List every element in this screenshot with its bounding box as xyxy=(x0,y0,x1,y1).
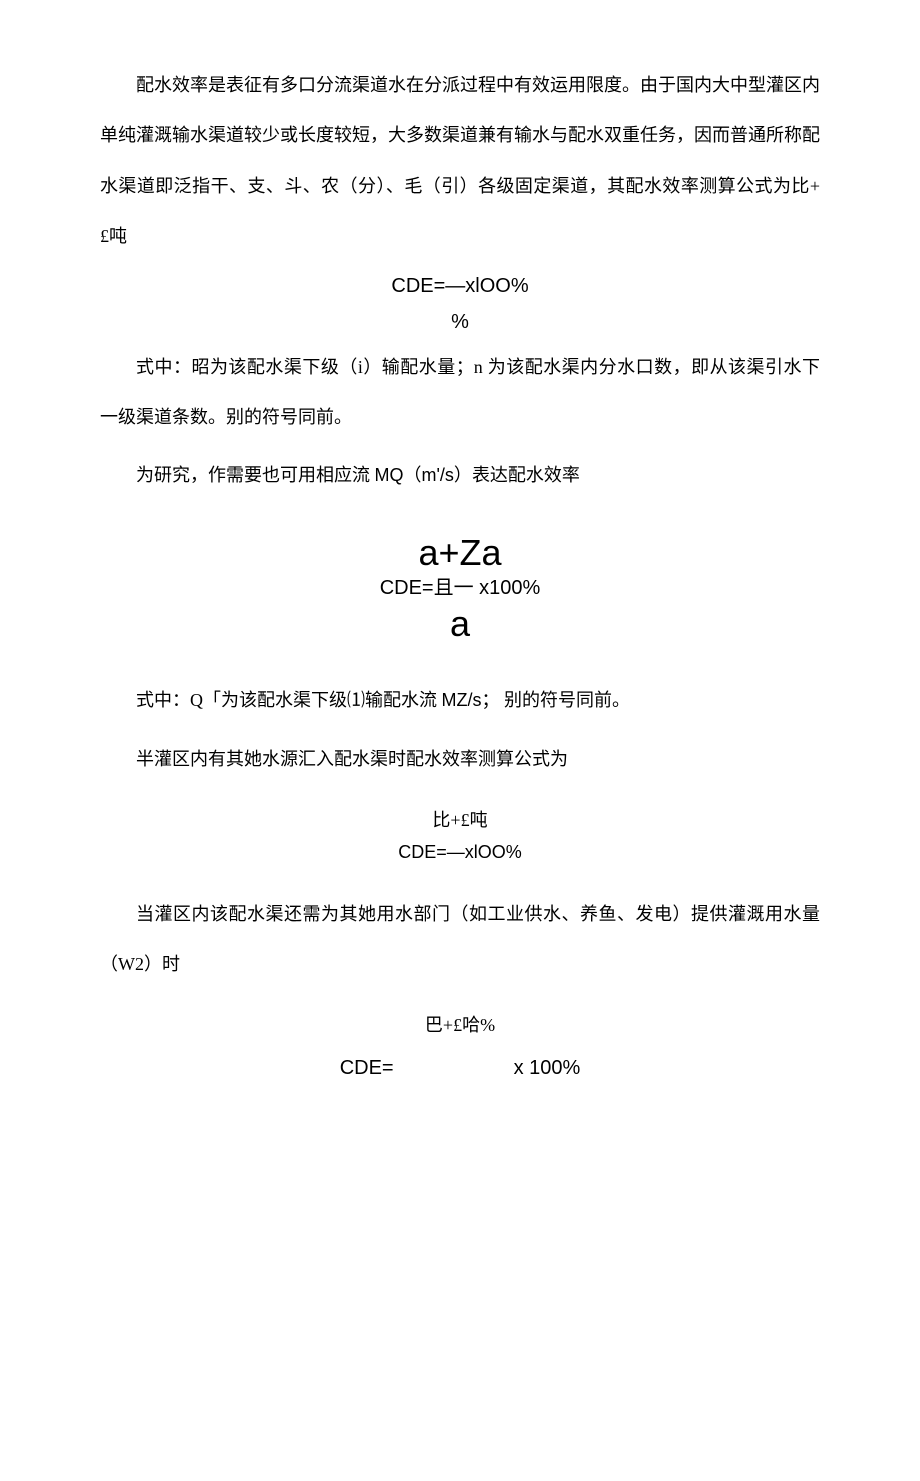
paragraph-6: 当灌区内该配水渠还需为其她用水部门（如工业供水、养鱼、发电）提供灌溉用水量（W2… xyxy=(100,889,820,990)
para3-prefix: 为研究，作需要也可用相应流 xyxy=(136,465,375,485)
formula-2-bottom: a xyxy=(100,602,820,645)
formula-4-row: CDE= x 100% xyxy=(100,1050,820,1086)
formula-1-line-2: % xyxy=(100,306,820,338)
paragraph-1: 配水效率是表征有多口分流渠道水在分派过程中有效运用限度。由于国内大中型灌区内单纯… xyxy=(100,60,820,262)
paragraph-4: 式中：Q「为该配水渠下级⑴输配水流 MZ/s； 别的符号同前。 xyxy=(100,675,820,725)
para4-suffix: 别的符号同前。 xyxy=(500,690,631,710)
formula-3-block: 比+£吨 CDE=—xlOO% xyxy=(100,804,820,869)
formula-4-right: x 100% xyxy=(514,1050,581,1086)
formula-2-top: a+Za xyxy=(100,531,820,574)
paragraph-2: 式中：昭为该配水渠下级（i）输配水量；n 为该配水渠内分水口数，即从该渠引水下一… xyxy=(100,342,820,443)
formula-4-top: 巴+£哈% xyxy=(100,1009,820,1041)
formula-2-block: a+Za CDE=且一 x100% a xyxy=(100,531,820,645)
para4-prefix: 式中：Q「为该配水渠下级⑴输配水流 xyxy=(136,690,442,710)
formula-1-line-1: CDE=—xlOO% xyxy=(100,270,820,302)
para4-mz: MZ/s； xyxy=(442,690,500,710)
formula-4-left: CDE= xyxy=(340,1050,394,1086)
formula-2-mid: CDE=且一 x100% xyxy=(100,574,820,602)
para3-mq: MQ（m'/s） xyxy=(375,465,472,485)
formula-4-block: 巴+£哈% CDE= x 100% xyxy=(100,1009,820,1085)
para3-suffix: 表达配水效率 xyxy=(472,465,580,485)
formula-3-line-1: 比+£吨 xyxy=(100,804,820,836)
formula-3-line-2: CDE=—xlOO% xyxy=(100,836,820,868)
paragraph-3: 为研究，作需要也可用相应流 MQ（m'/s）表达配水效率 xyxy=(100,450,820,500)
paragraph-5: 半灌区内有其她水源汇入配水渠时配水效率测算公式为 xyxy=(100,734,820,784)
